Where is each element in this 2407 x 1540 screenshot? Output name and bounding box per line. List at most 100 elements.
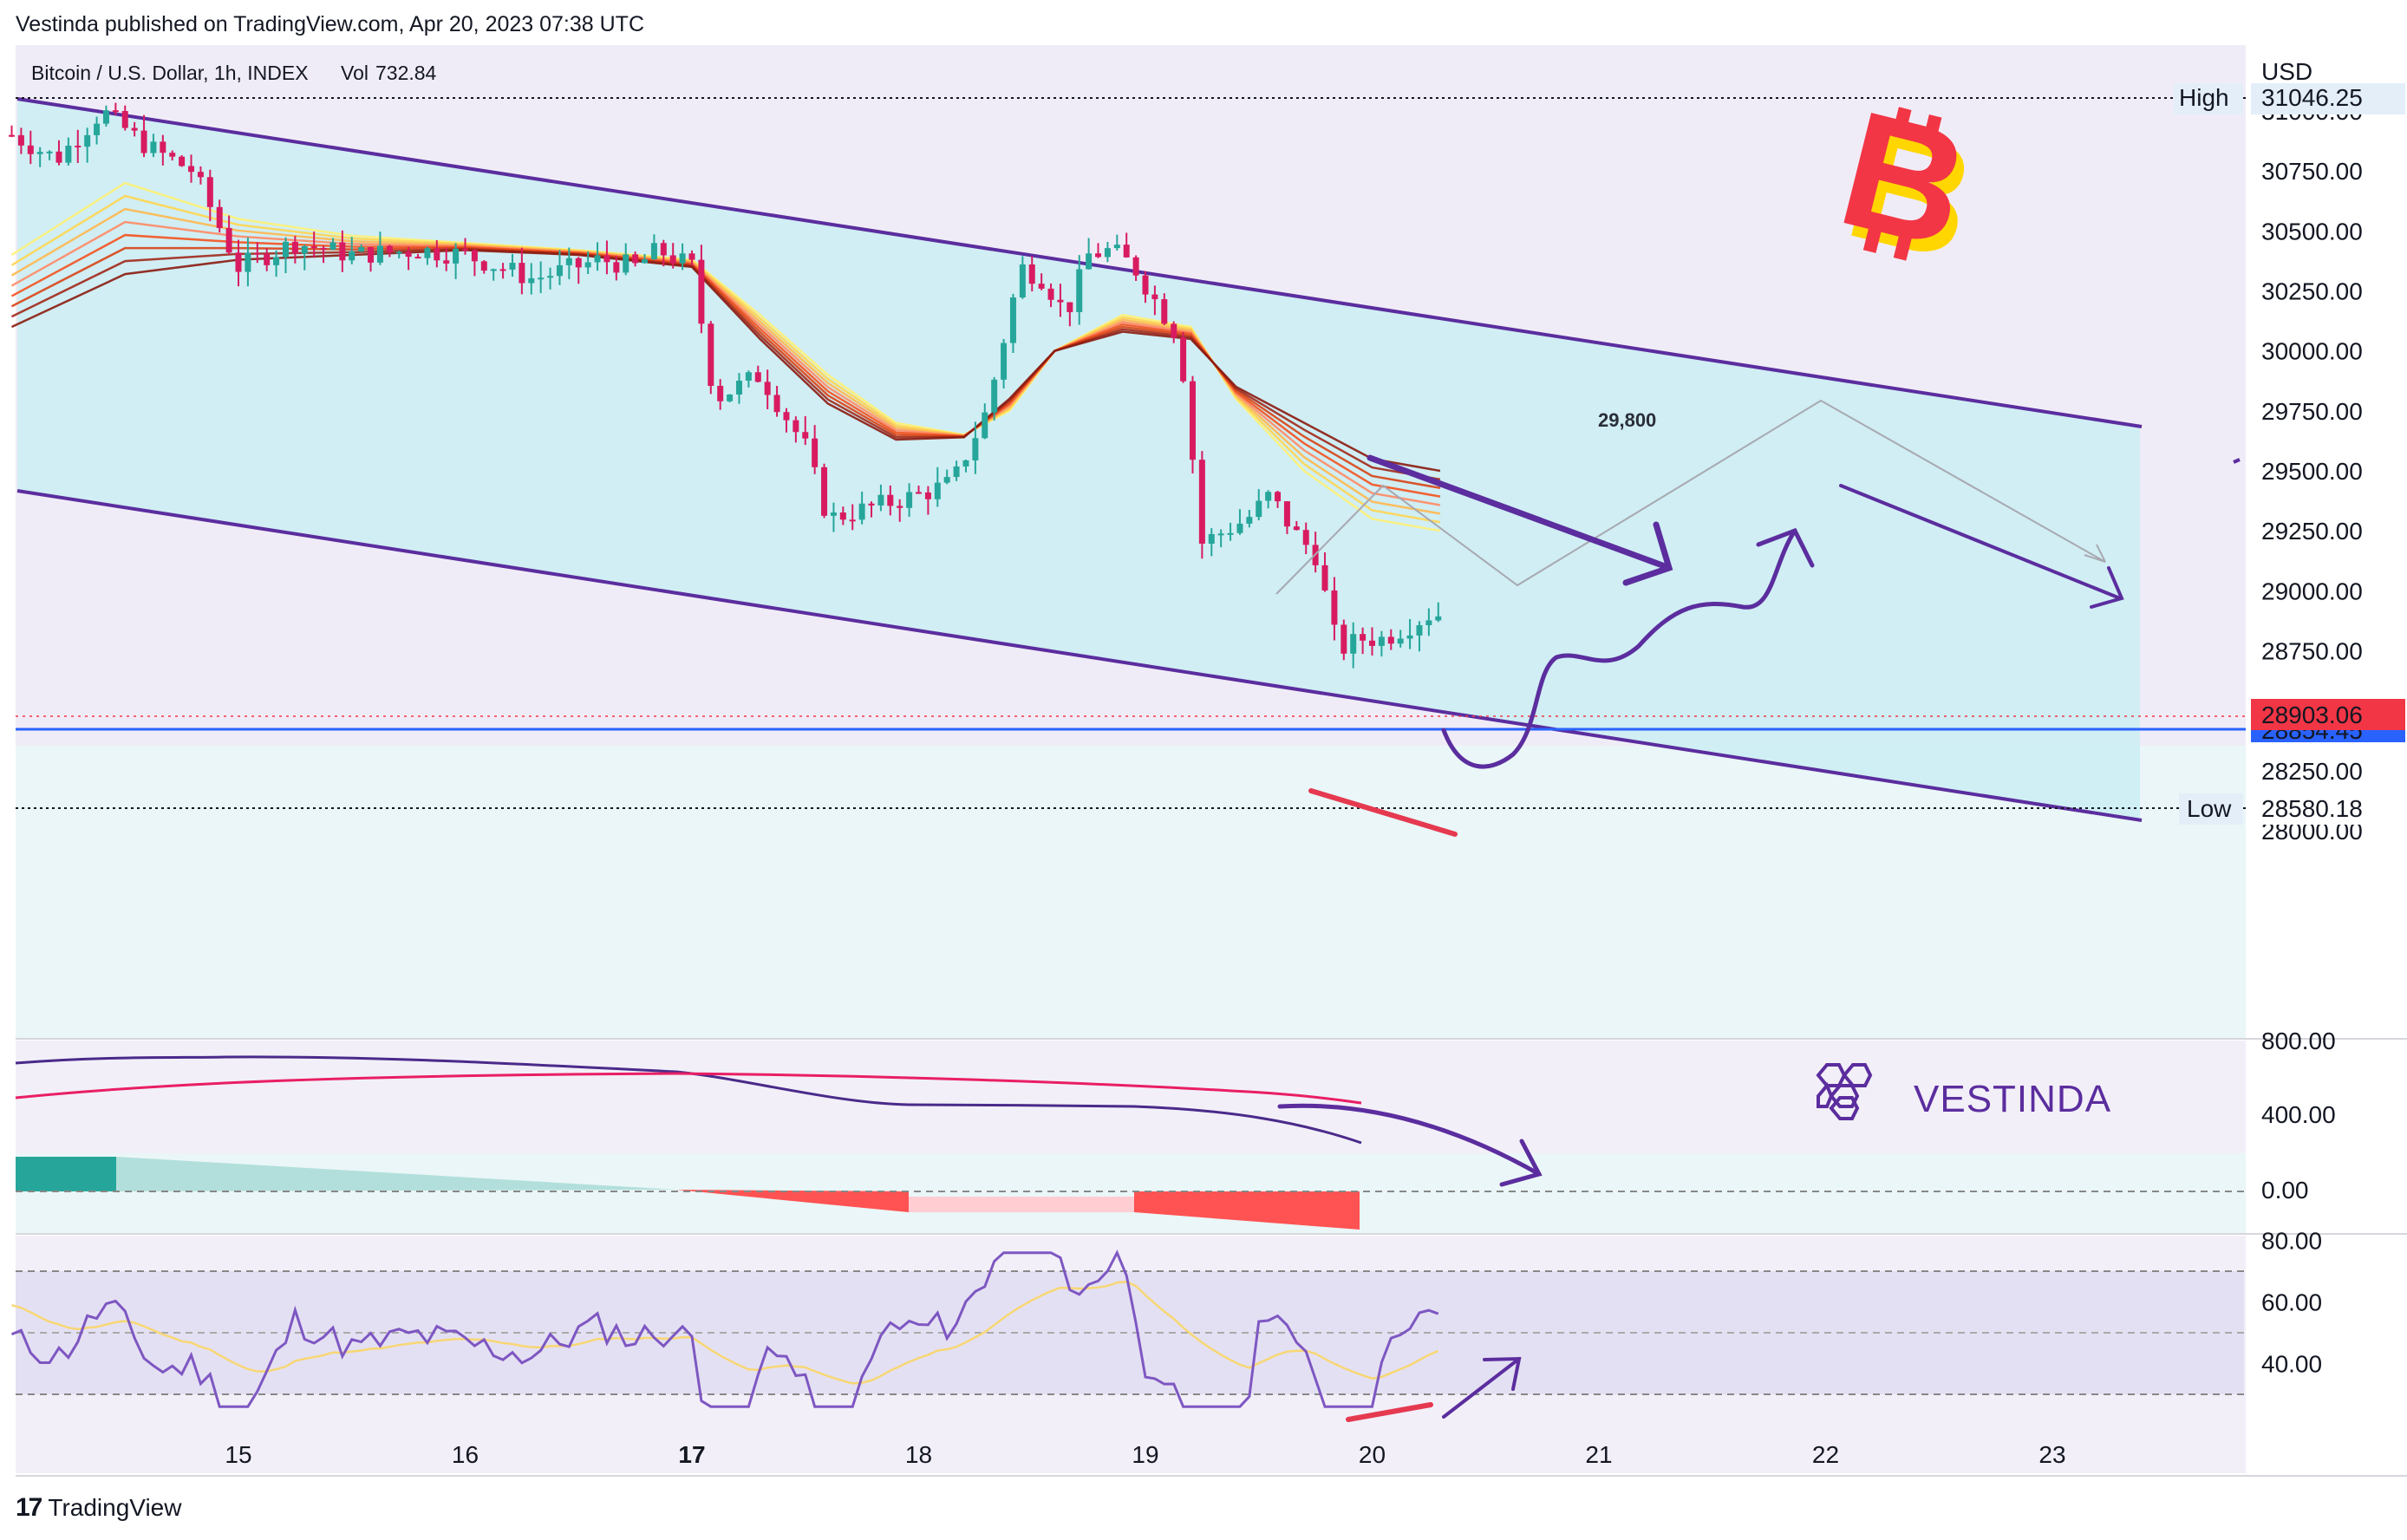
candle-body xyxy=(94,123,101,135)
time-tick-label: 15 xyxy=(225,1441,251,1468)
candle-body xyxy=(972,438,979,460)
rsi-axis[interactable]: 80.00 60.00 40.00 xyxy=(2261,1228,2322,1378)
candle-body xyxy=(688,253,695,260)
price-tick-label: 28250.00 xyxy=(2261,758,2363,785)
oscillator-line-purple xyxy=(15,1055,1362,1145)
last-price-tag[interactable] xyxy=(2251,699,2405,730)
price-tick-label: 29500.00 xyxy=(2261,458,2363,485)
candle-body xyxy=(453,248,460,264)
candle-body xyxy=(414,257,421,259)
candle-body xyxy=(1406,635,1413,639)
low-tag: Low xyxy=(2187,795,2232,822)
price-tick-label: 30000.00 xyxy=(2261,338,2363,365)
ema-ribbon-line xyxy=(10,181,1441,532)
time-tick-label: 17 xyxy=(678,1441,705,1468)
candle-body xyxy=(839,512,846,520)
candle-body xyxy=(150,141,157,153)
price-tick-label: 30250.00 xyxy=(2261,278,2363,305)
high-value: 31046.25 xyxy=(2261,84,2363,111)
high-tag: High xyxy=(2179,84,2229,111)
candle-body xyxy=(906,492,913,508)
currency-label: USD xyxy=(2261,58,2312,85)
high-tag-bg xyxy=(2174,83,2243,114)
candle-body xyxy=(1086,253,1093,270)
candle-body xyxy=(991,379,998,413)
candle-body xyxy=(1189,381,1196,460)
red-divergence-mark[interactable] xyxy=(1308,788,1458,837)
candle-body xyxy=(121,111,128,128)
candle-body xyxy=(169,153,176,157)
time-tick-label: 20 xyxy=(1359,1441,1386,1468)
candle-body xyxy=(745,372,752,381)
bearish-arrow-2[interactable] xyxy=(1839,484,2124,609)
rsi-arrow[interactable] xyxy=(1442,1356,1522,1419)
candle-body xyxy=(1028,264,1035,284)
candle-body xyxy=(1198,460,1205,544)
candle-body xyxy=(471,250,478,262)
candle-body xyxy=(102,110,109,124)
candle-body xyxy=(1171,323,1177,338)
candle-body xyxy=(868,503,875,506)
candle-body xyxy=(1265,492,1272,501)
candle-body xyxy=(538,277,545,280)
candles xyxy=(9,102,1442,669)
candle-body xyxy=(528,277,535,284)
candle-body xyxy=(613,262,620,273)
candle-body xyxy=(254,252,261,255)
low-value: 28580.18 xyxy=(2261,795,2363,822)
candle-body xyxy=(1275,492,1282,502)
candle-body xyxy=(1057,299,1064,303)
candle-body xyxy=(1416,625,1423,636)
candle-body xyxy=(953,466,960,478)
candle-body xyxy=(1001,343,1008,380)
bullish-wave-arrow[interactable] xyxy=(1441,527,1815,769)
candle-body xyxy=(887,494,894,506)
lower-pane-bg xyxy=(16,746,2246,1038)
candle-body xyxy=(225,227,232,253)
channel-lower-line[interactable] xyxy=(16,489,2143,822)
time-tick-label: 16 xyxy=(452,1441,479,1468)
candle-body xyxy=(764,382,771,395)
rsi-red-mark[interactable] xyxy=(1346,1402,1433,1422)
candle-body xyxy=(1378,636,1385,646)
projection-arrow-head-a xyxy=(2084,554,2106,563)
candle-body xyxy=(509,263,516,270)
candle-body xyxy=(499,269,506,271)
candle-body xyxy=(575,258,582,268)
oscillator-axis[interactable]: 800.00 400.00 0.00 xyxy=(2261,1028,2336,1204)
candle-body xyxy=(727,394,734,401)
vestinda-logo xyxy=(1816,1063,1873,1120)
time-axis[interactable]: 15 16 17 18 19 20 21 22 23 xyxy=(225,1441,2065,1468)
time-tick-label: 21 xyxy=(1585,1441,1612,1468)
high-value-bg xyxy=(2251,83,2405,114)
candle-body xyxy=(368,247,375,263)
candle-body xyxy=(623,254,629,273)
bearish-arrow-1[interactable] xyxy=(1367,454,1673,586)
candle-body xyxy=(131,127,138,131)
candle-body xyxy=(1009,297,1016,343)
symbol-legend[interactable]: Bitcoin / U.S. Dollar, 1h, INDEX xyxy=(31,62,309,84)
candle-body xyxy=(358,247,365,252)
candle-body xyxy=(897,506,903,508)
candle-body xyxy=(329,242,336,250)
candle-body xyxy=(1038,284,1045,289)
candle-body xyxy=(1047,288,1054,300)
candle-body xyxy=(462,248,468,251)
candle-body xyxy=(1076,269,1083,312)
rsi-tick-label: 80.00 xyxy=(2261,1228,2322,1255)
candle-body xyxy=(783,412,790,421)
candle-body xyxy=(179,156,186,166)
price-tick-label: 29750.00 xyxy=(2261,398,2363,425)
price-tick-label: 29250.00 xyxy=(2261,518,2363,545)
candle-body xyxy=(339,242,346,261)
candle-body xyxy=(603,255,610,263)
rsi-line xyxy=(10,1250,1439,1408)
oscillator-tick-label: 0.00 xyxy=(2261,1177,2309,1204)
tradingview-footer[interactable]: 17 TradingView xyxy=(16,1493,181,1523)
candle-body xyxy=(216,206,223,228)
rsi-lines xyxy=(10,1250,1439,1408)
oscillator-arrow[interactable] xyxy=(1277,1103,1543,1187)
candle-body xyxy=(1321,564,1328,591)
small-purple-tick xyxy=(2233,458,2241,464)
